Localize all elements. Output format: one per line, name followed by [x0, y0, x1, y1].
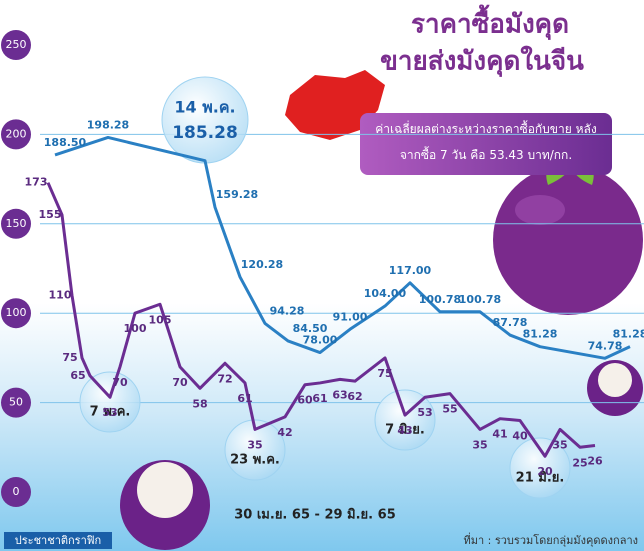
mangosteen-shine	[515, 195, 565, 225]
data-label: 105	[149, 313, 172, 326]
subtitle: ขายส่งมังคุดในจีน	[380, 46, 584, 78]
y-tick-label: 100	[6, 306, 27, 319]
date-bubble	[79, 371, 141, 433]
highlight-value: 185.28	[172, 123, 238, 143]
data-label: 78.00	[303, 334, 338, 347]
y-tick-badge	[1, 298, 31, 329]
highlight-date: 14 พ.ค.	[174, 98, 235, 117]
series-line	[54, 135, 631, 360]
date-marker: 21 มิ.ย.	[516, 471, 565, 486]
data-label: 62	[347, 390, 362, 403]
data-label: 20	[537, 465, 553, 478]
credit: ประชาชาติกราฟิก	[15, 534, 101, 547]
note: ค่าเฉลี่ยผลต่างระหว่างราคาซื้อกับขาย หลั…	[375, 122, 597, 162]
data-label: 87.78	[493, 316, 528, 329]
data-label: 70	[172, 376, 188, 389]
date-marker: 7 พ.ค.	[90, 405, 131, 420]
date-range: 30 เม.ย. 65 - 29 มิ.ย. 65	[234, 508, 395, 523]
data-label: 43	[397, 424, 412, 437]
y-tick-badge	[1, 119, 31, 150]
data-label: 35	[472, 438, 487, 451]
date-bubble	[509, 437, 571, 499]
data-label: 100	[124, 322, 147, 335]
y-tick-label: 50	[9, 396, 23, 409]
y-tick-label: 200	[6, 127, 27, 140]
data-label: 61	[312, 392, 327, 405]
data-label: 100.78	[419, 293, 461, 306]
data-label: 40	[512, 429, 528, 442]
data-label: 110	[49, 288, 72, 301]
note-box	[360, 113, 612, 175]
data-label: 53	[417, 406, 432, 419]
data-label: 63	[332, 388, 347, 401]
data-label: 75	[377, 367, 392, 380]
data-label: 81.28	[523, 328, 558, 341]
data-label: 55	[442, 403, 457, 416]
date-bubble	[374, 389, 436, 451]
data-label: 75	[62, 351, 77, 364]
data-label: 53	[102, 406, 117, 419]
data-label: 65	[70, 369, 85, 382]
date-bubble	[224, 419, 286, 481]
title: ราคาซื้อมังคุด	[411, 4, 569, 41]
data-label: 94.28	[270, 304, 305, 317]
data-label: 173	[25, 176, 48, 189]
y-tick-label: 0	[13, 485, 20, 498]
y-tick-label: 150	[6, 217, 27, 230]
data-label: 84.50	[293, 322, 328, 335]
data-label: 35	[552, 438, 567, 451]
data-label: 117.00	[389, 264, 432, 277]
data-label: 41	[492, 428, 507, 441]
credit-box	[4, 532, 112, 549]
y-tick-badge	[1, 477, 31, 507]
y-tick-badge	[1, 387, 31, 418]
data-label: 42	[277, 426, 292, 439]
data-label: 58	[192, 397, 207, 410]
plot: 0 50 100 150 200 250 7 พ.ค. 23 พ.ค. 7 มิ.ย. 21 มิ…	[1, 30, 644, 507]
y-tick-badge	[1, 30, 31, 60]
mangosteen	[493, 165, 643, 315]
y-tick-label: 250	[6, 38, 27, 51]
data-label: 60	[297, 394, 313, 407]
mangosteen-flesh	[598, 363, 632, 397]
data-label: 100.78	[459, 293, 501, 306]
data-label: 120.28	[241, 258, 283, 271]
data-label: 25	[572, 456, 587, 469]
date-marker: 23 พ.ค.	[230, 453, 280, 468]
note-wrap: ค่าเฉลี่ยผลต่างระหว่างราคาซื้อกับขาย หลั…	[375, 122, 597, 162]
y-tick-badge	[1, 208, 31, 239]
data-label: 72	[217, 372, 232, 385]
data-label: 155	[39, 208, 62, 221]
data-label: 91.00	[333, 310, 368, 323]
data-label: 61	[237, 392, 252, 405]
highlight-bubble	[161, 76, 249, 164]
data-label: 198.28	[87, 118, 129, 131]
source: ที่มา : รวบรวมโดยกลุ่มมังคุดดงกลาง	[463, 532, 638, 547]
date-marker: 7 มิ.ย.	[385, 423, 425, 438]
mangosteen-flesh	[137, 462, 193, 518]
data-label: 104.00	[364, 287, 407, 300]
data-label: 81.28	[613, 328, 644, 341]
data-label: 159.28	[216, 188, 258, 201]
series-line	[46, 182, 596, 458]
data-label: 26	[587, 455, 603, 468]
data-label: 70	[112, 376, 128, 389]
data-label: 188.50	[44, 136, 87, 149]
data-label: 74.78	[588, 339, 623, 352]
data-label: 35	[247, 438, 262, 451]
